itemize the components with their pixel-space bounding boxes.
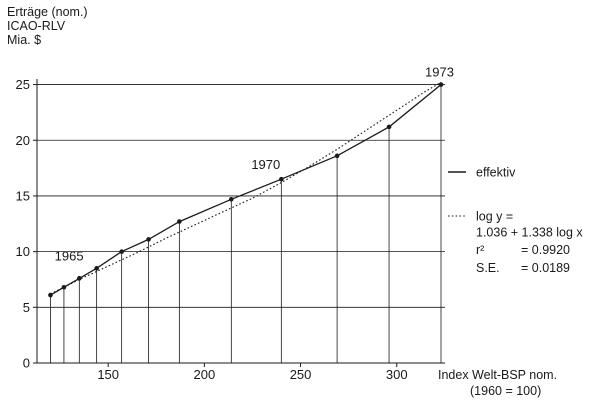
data-point	[146, 237, 151, 242]
y-tick-label: 0	[23, 356, 30, 371]
tick-labels: 0 5 10 15 20 25 150 200 250 300	[16, 77, 408, 382]
data-point	[94, 266, 99, 271]
x-tick-label: 300	[386, 367, 408, 382]
data-point	[61, 284, 67, 290]
y-tick-label: 10	[16, 244, 30, 259]
y-axis-label-line: ICAO-RLV	[7, 19, 66, 33]
year-annotation: 1970	[251, 157, 280, 172]
year-annotation: 1973	[425, 65, 454, 80]
y-tick-label: 5	[23, 300, 30, 315]
data-point	[386, 124, 392, 130]
axes	[33, 79, 445, 367]
legend-stat-value: = 0.0189	[521, 261, 570, 275]
legend-stat-name: S.E.	[476, 261, 500, 275]
y-axis-label-line: Mia. $	[7, 33, 41, 47]
y-tick-label: 20	[16, 133, 30, 148]
y-axis-label-line: Erträge (nom.)	[7, 5, 88, 19]
legend: effektiv log y = 1.036 + 1.338 log x r² = 0.…	[448, 166, 583, 275]
legend-dotted-label: 1.036 + 1.338 log x	[476, 226, 583, 240]
data-point	[177, 219, 182, 224]
data-point	[334, 153, 340, 159]
x-axis-label-line: Index Welt-BSP nom.	[438, 368, 557, 382]
data-point	[119, 249, 124, 254]
y-tick-label: 15	[16, 188, 30, 203]
legend-stat-value: = 0.9920	[521, 243, 570, 257]
data-point	[279, 176, 284, 182]
x-axis-label: Index Welt-BSP nom. (1960 = 100)	[438, 368, 557, 398]
x-tick-label: 250	[290, 367, 312, 382]
y-tick-label: 25	[16, 77, 30, 92]
x-axis-label-line: (1960 = 100)	[470, 384, 541, 398]
fit-line-dotted	[50, 81, 442, 295]
annotations: 1965 1970 1973	[55, 65, 454, 264]
series	[48, 81, 444, 298]
year-annotation: 1965	[55, 248, 84, 263]
legend-solid-label: effektiv	[476, 166, 516, 180]
series-line-effektiv	[50, 84, 442, 296]
x-tick-label: 200	[194, 367, 216, 382]
legend-stat-name: r²	[476, 243, 484, 257]
data-point	[438, 82, 444, 87]
grid	[37, 84, 445, 363]
x-tick-label: 150	[97, 367, 119, 382]
legend-dotted-label: log y =	[476, 210, 513, 224]
data-point	[229, 196, 234, 202]
